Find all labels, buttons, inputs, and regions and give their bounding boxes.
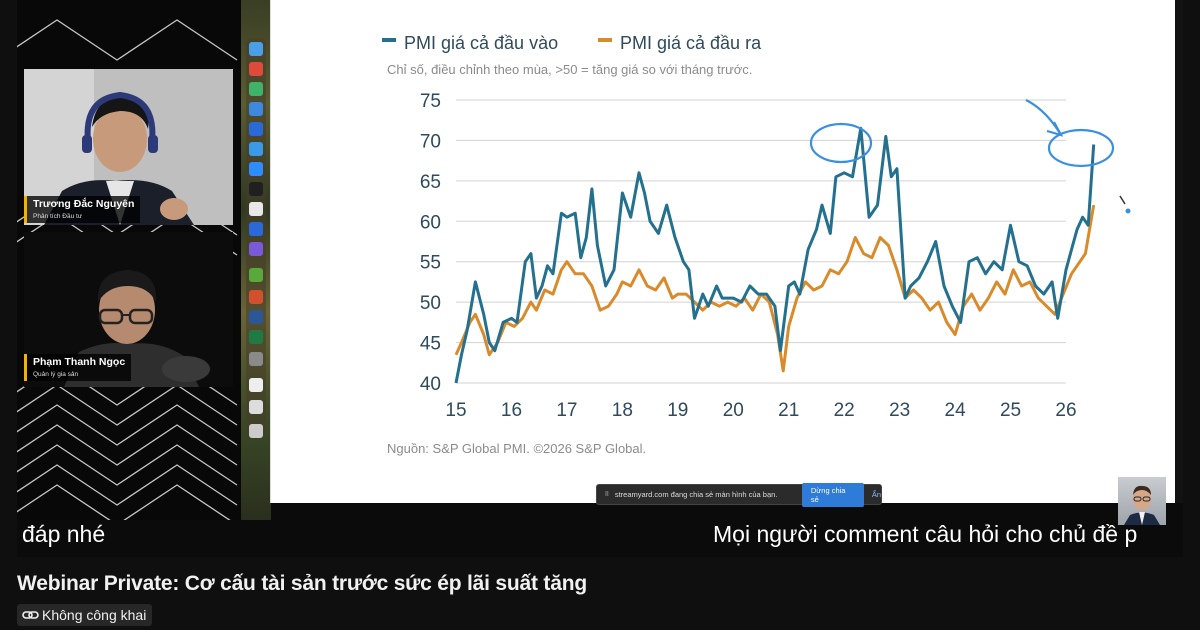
participant-video-1: Trương Đắc Nguyên Phân tích Đầu tư <box>24 69 233 225</box>
app-icon[interactable] <box>249 182 263 196</box>
app-icon[interactable] <box>249 222 263 236</box>
annotation-arrow <box>1025 99 1062 136</box>
hide-button[interactable]: Ẩn <box>871 490 881 499</box>
share-message: streamyard.com đang chia sẻ màn hình của… <box>614 490 778 499</box>
annotation-circle-peak-2022 <box>809 122 873 164</box>
participant-name: Phạm Thanh Ngọc <box>33 356 126 368</box>
chart-source: Nguồn: S&P Global PMI. ©2026 S&P Global. <box>387 441 646 456</box>
legend-label-input: PMI giá cả đầu vào <box>404 33 558 53</box>
x-tick-label: 26 <box>1055 400 1076 421</box>
annotation-arrowhead <box>1046 121 1064 137</box>
app-icon[interactable] <box>249 202 263 216</box>
host-camera-thumbnail <box>1118 477 1166 525</box>
settings-icon[interactable] <box>249 352 263 366</box>
pen-annotations <box>809 99 1131 214</box>
caption-right: Mọi người comment câu hỏi cho chủ đề p <box>713 521 1138 547</box>
excel-icon[interactable] <box>249 330 263 344</box>
legend-swatch-input <box>382 38 396 42</box>
x-tick-label: 16 <box>501 400 522 421</box>
zoom-icon[interactable] <box>249 162 263 176</box>
series-line-output <box>454 204 1096 373</box>
app-icon[interactable] <box>249 268 263 282</box>
y-tick-label: 50 <box>420 293 441 314</box>
link-icon <box>22 611 39 619</box>
x-axis: 15 16 17 18 19 20 21 22 23 24 25 26 <box>445 400 1076 421</box>
pause-icon[interactable]: II <box>604 491 609 498</box>
finder-icon[interactable] <box>249 42 263 56</box>
y-tick-label: 60 <box>420 212 441 233</box>
app-icon[interactable] <box>249 62 263 76</box>
mouse-cursor <box>1119 195 1126 205</box>
x-tick-label: 17 <box>556 400 577 421</box>
series-line-input <box>454 126 1096 384</box>
document-icon[interactable] <box>249 400 263 414</box>
visibility-badge[interactable]: Không công khai <box>17 604 153 626</box>
y-tick-label: 45 <box>420 334 441 355</box>
video-title[interactable]: Webinar Private: Cơ cấu tài sản trước sứ… <box>17 572 587 595</box>
video-frame[interactable]: Trương Đắc Nguyên Phân tích Đầu tư Phạm … <box>17 0 1183 557</box>
y-tick-label: 40 <box>420 374 441 395</box>
app-dock <box>246 38 266 438</box>
y-tick-label: 65 <box>420 172 441 193</box>
participant-2-nameplate: Phạm Thanh Ngọc Quản lý gia sản <box>24 354 132 381</box>
participant-role: Phân tích Đầu tư <box>33 213 83 220</box>
y-tick-label: 55 <box>420 253 441 274</box>
visibility-label: Không công khai <box>42 607 147 623</box>
host-avatar <box>1124 485 1160 525</box>
stop-sharing-button[interactable]: Dừng chia sẻ <box>801 482 864 507</box>
app-icon[interactable] <box>249 142 263 156</box>
powerpoint-icon[interactable] <box>249 290 263 304</box>
mail-icon[interactable] <box>249 102 263 116</box>
chrome-icon[interactable] <box>249 82 263 96</box>
x-tick-label: 18 <box>612 400 633 421</box>
shared-screen: PMI giá cả đầu vào PMI giá cả đầu ra Chỉ… <box>270 0 1175 503</box>
chart-subtitle: Chỉ số, điều chỉnh theo mùa, >50 = tăng … <box>387 62 752 77</box>
pen-dot <box>1125 208 1131 214</box>
y-tick-label: 75 <box>420 91 441 112</box>
word-icon[interactable] <box>249 310 263 324</box>
chart-legend: PMI giá cả đầu vào PMI giá cả đầu ra <box>382 33 762 53</box>
legend-swatch-output <box>598 38 612 42</box>
x-tick-label: 25 <box>1000 400 1021 421</box>
x-tick-label: 20 <box>723 400 744 421</box>
x-tick-label: 21 <box>778 400 799 421</box>
participant-video-2: Phạm Thanh Ngọc Quản lý gia sản <box>24 232 233 387</box>
screen-icon[interactable] <box>249 424 263 438</box>
screen-border <box>1175 0 1183 503</box>
screen-share-bar: II streamyard.com đang chia sẻ màn hình … <box>596 482 882 507</box>
x-tick-label: 23 <box>889 400 910 421</box>
caption-left: đáp nhé <box>22 521 106 547</box>
y-axis: 40 45 50 55 60 65 70 75 <box>420 91 441 395</box>
pmi-chart: PMI giá cả đầu vào PMI giá cả đầu ra Chỉ… <box>382 33 1131 456</box>
app-icon[interactable] <box>249 122 263 136</box>
x-tick-label: 24 <box>945 400 967 421</box>
legend-label-output: PMI giá cả đầu ra <box>620 33 762 53</box>
y-tick-label: 70 <box>420 131 441 152</box>
participant-name: Trương Đắc Nguyên <box>33 198 135 210</box>
x-tick-label: 19 <box>667 400 688 421</box>
x-tick-label: 22 <box>834 400 855 421</box>
chart-grid <box>456 99 1066 384</box>
participant-1-nameplate: Trương Đắc Nguyên Phân tích Đầu tư <box>24 196 141 223</box>
document-icon[interactable] <box>249 378 263 392</box>
x-tick-label: 15 <box>445 400 466 421</box>
annotation-circle-2026 <box>1047 128 1115 168</box>
app-icon[interactable] <box>249 242 263 256</box>
chart-series <box>454 126 1096 384</box>
participant-role: Quản lý gia sản <box>33 371 79 378</box>
